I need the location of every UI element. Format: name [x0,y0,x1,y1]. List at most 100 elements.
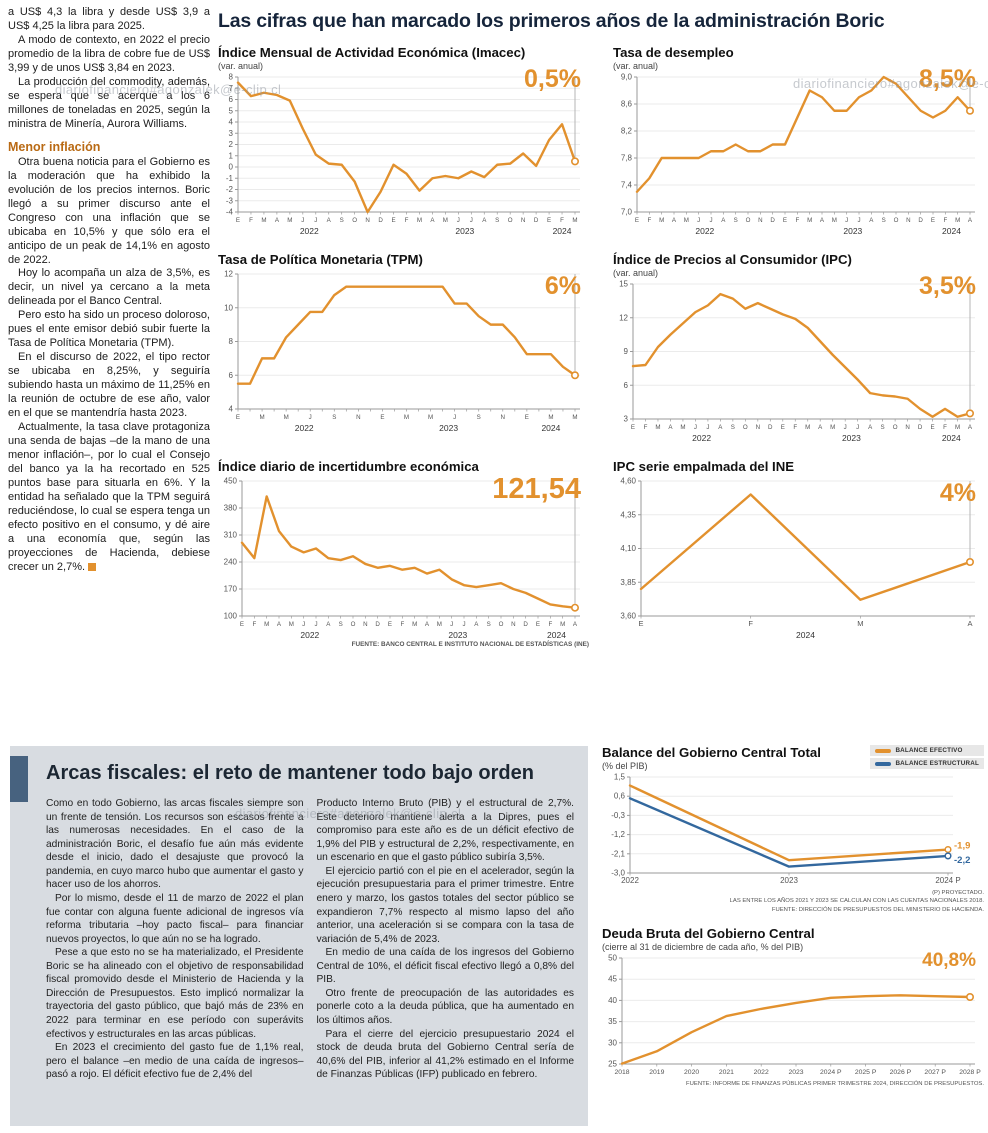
svg-text:2024: 2024 [942,226,961,236]
svg-text:A: A [721,217,726,224]
svg-text:A: A [967,619,972,628]
svg-text:M: M [259,414,264,421]
svg-text:F: F [644,424,648,431]
svg-text:F: F [748,619,753,628]
svg-text:M: M [684,217,689,224]
watermark: diariofinanciero#agonzalek@e-clip.cl [55,82,282,97]
svg-text:2023: 2023 [780,876,798,885]
svg-text:15: 15 [619,280,628,289]
svg-text:2024: 2024 [541,423,560,433]
svg-text:40: 40 [608,996,617,1005]
svg-text:J: J [302,621,305,628]
chart-incertidumbre: Índice diario de incertidumbre económica… [218,459,589,648]
svg-text:4: 4 [229,118,234,127]
svg-text:2022: 2022 [621,876,639,885]
desempleo-line-chart: 9,08,68,27,87,47,0E F M A M J J A S O N D E F M A M J J A S O… [621,73,975,236]
svg-text:8: 8 [229,73,234,82]
svg-text:E: E [930,424,934,431]
svg-text:2025 P: 2025 P [855,1069,877,1076]
chart-highlight-value: 3,5% [919,272,976,300]
svg-text:S: S [731,424,735,431]
svg-text:5: 5 [229,106,234,115]
chart-legend: BALANCE EFECTIVO BALANCE ESTRUCTURAL [870,745,984,771]
svg-text:E: E [525,414,529,421]
svg-text:M: M [560,621,565,628]
chart-title: IPC serie empalmada del INE [613,459,795,474]
box-headline: Arcas fiscales: el reto de mantener todo… [46,762,534,784]
svg-text:3: 3 [229,129,234,138]
chart-title: Balance del Gobierno Central Total [602,745,821,760]
svg-text:7,0: 7,0 [621,208,633,217]
svg-text:J: J [309,414,312,421]
svg-text:M: M [572,217,577,224]
svg-text:E: E [236,414,240,421]
svg-text:S: S [339,621,343,628]
box-columns: Como en todo Gobierno, las arcas fiscale… [46,797,574,1082]
paragraph: Otra buena noticia para el Gobierno es l… [8,155,210,266]
svg-text:E: E [931,217,935,224]
svg-text:E: E [781,424,785,431]
chart-highlight-value: 6% [544,272,581,300]
paragraph: En el discurso de 2022, el tipo rector s… [8,351,210,420]
svg-text:30: 30 [608,1038,617,1047]
svg-text:J: J [470,217,473,224]
paragraph: Pese a que esto no se ha materializado, … [46,947,304,1040]
svg-text:O: O [743,424,748,431]
paragraph: Para el cierre del ejercicio presupuesta… [316,1028,575,1081]
paragraph: La producción del commodity, además, se … [8,75,210,130]
svg-text:-2,1: -2,1 [611,849,625,858]
svg-text:7: 7 [229,84,234,93]
svg-text:7,8: 7,8 [621,154,633,163]
svg-text:M: M [264,621,269,628]
svg-text:D: D [534,217,539,224]
svg-text:2022: 2022 [300,226,319,236]
svg-text:A: A [474,621,479,628]
chart-title: Índice de Precios al Consumidor (IPC) [613,252,852,267]
svg-text:2018: 2018 [614,1069,629,1076]
watermark: diariofinanciero#agonzalek@e-clip.cl [793,76,988,91]
paragraph: FUENTE: INFORME DE FINANZAS PÚBLICAS PRI… [686,1080,984,1087]
svg-text:170: 170 [224,585,238,594]
svg-text:6: 6 [229,371,234,380]
svg-text:O: O [508,217,513,224]
svg-text:2023: 2023 [788,1069,803,1076]
svg-text:0: 0 [229,163,234,172]
svg-text:J: J [706,424,709,431]
svg-text:E: E [547,217,551,224]
svg-text:N: N [511,621,515,628]
svg-text:2022: 2022 [300,630,319,640]
chart-balance: Balance del Gobierno Central Total (% de… [602,745,984,914]
closing-text: Actualmente, la tasa clave protagoniza u… [8,421,210,573]
chart-highlight-value: 4% [939,479,976,507]
svg-text:2: 2 [229,140,234,149]
svg-text:M: M [857,619,863,628]
chart-footnotes: (P) PROYECTADO. LAS ENTRE LOS AÑOS 2021 Y… [602,889,984,914]
paragraph: Pero esto ha sido un proceso doloroso, p… [8,309,210,350]
paragraph: Como en todo Gobierno, las arcas fiscale… [46,798,304,891]
svg-text:A: A [869,217,874,224]
bottom-charts: Balance del Gobierno Central Total (% de… [602,745,984,1100]
chart-title: Índice Mensual de Actividad Económica (I… [218,45,526,60]
svg-text:F: F [400,621,404,628]
svg-text:12: 12 [619,313,628,322]
charts-grid: Índice Mensual de Actividad Económica (I… [218,45,984,648]
paragraph: A modo de contexto, en 2022 el precio pr… [8,33,210,74]
chart-subtitle: (var. anual) [613,268,659,278]
svg-text:M: M [680,424,685,431]
chart-imacec: Índice Mensual de Actividad Económica (I… [218,45,589,236]
svg-text:3: 3 [624,415,629,424]
svg-text:8: 8 [229,337,234,346]
svg-text:J: J [694,424,697,431]
svg-text:S: S [487,621,491,628]
svg-text:E: E [635,217,639,224]
svg-text:2023: 2023 [455,226,474,236]
legend-label: BALANCE EFECTIVO [895,747,963,754]
svg-text:0,6: 0,6 [614,792,626,801]
svg-text:E: E [783,217,787,224]
chart-highlight-value: 8,5% [919,65,976,93]
paragraph: En 2023 el crecimiento del gasto fue de … [46,1042,304,1081]
